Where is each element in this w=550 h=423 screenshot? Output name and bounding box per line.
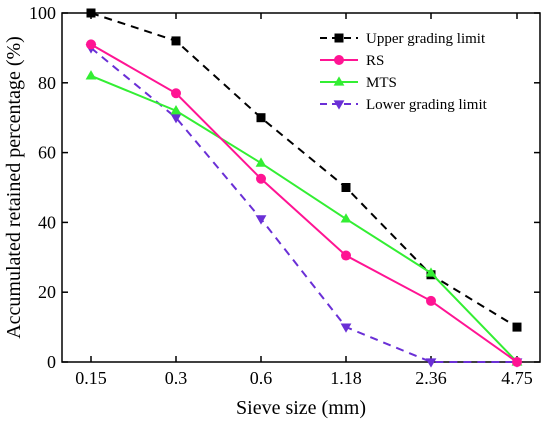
x-tick-label: 4.75 — [501, 368, 533, 388]
y-tick-label: 40 — [38, 212, 56, 232]
legend-item: Upper grading limit — [320, 31, 486, 47]
data-point — [340, 323, 352, 333]
legend-item: Lower grading limit — [320, 97, 488, 113]
series-line — [90, 12, 518, 328]
data-point — [86, 8, 96, 18]
legend-label: MTS — [366, 75, 397, 91]
x-tick-label: 0.6 — [250, 368, 273, 388]
data-point — [340, 213, 352, 223]
y-axis: 0 20 40 60 80 100 — [29, 3, 540, 372]
y-tick-label: 80 — [38, 73, 56, 93]
series-layer — [85, 8, 523, 368]
data-point — [171, 36, 181, 46]
legend-label: Upper grading limit — [366, 31, 486, 47]
y-axis-title: Accumulated retained percentage (%) — [3, 36, 25, 339]
data-point — [256, 173, 266, 184]
legend-marker — [333, 100, 345, 110]
x-tick-label: 2.36 — [415, 368, 447, 388]
data-point — [426, 295, 436, 306]
data-point — [425, 358, 437, 368]
y-tick-label: 60 — [38, 143, 56, 163]
data-point — [341, 250, 351, 261]
data-point — [341, 183, 351, 192]
legend-item: RS — [320, 53, 384, 69]
plot-frame — [61, 12, 541, 363]
series-line — [90, 47, 517, 363]
data-point — [255, 215, 267, 225]
y-tick-label: 100 — [29, 3, 56, 23]
data-point — [170, 105, 182, 115]
data-point — [255, 157, 267, 167]
legend-label: Lower grading limit — [366, 97, 488, 113]
y-tick-label: 20 — [38, 282, 56, 302]
data-point — [171, 88, 181, 99]
data-point — [425, 267, 437, 277]
data-point — [512, 322, 522, 332]
data-point — [512, 357, 522, 367]
legend: Upper grading limit RS MTS Lower grading li… — [320, 31, 488, 113]
series-rs — [86, 39, 522, 367]
data-point — [86, 39, 96, 50]
data-point — [85, 70, 97, 80]
x-tick-label: 0.3 — [165, 368, 188, 388]
data-point — [170, 114, 182, 124]
legend-item: MTS — [320, 75, 397, 91]
x-tick-label: 1.18 — [330, 368, 362, 388]
series-upper-grading-limit — [86, 8, 522, 332]
y-tick-label: 0 — [47, 352, 56, 372]
series-line — [90, 43, 518, 363]
series-line — [90, 74, 518, 363]
legend-marker — [334, 55, 344, 65]
legend-marker — [333, 76, 345, 86]
legend-label: RS — [366, 53, 384, 69]
x-tick-label: 0.15 — [75, 368, 107, 388]
legend-marker — [334, 33, 344, 43]
data-point — [256, 113, 266, 123]
x-axis-title: Sieve size (mm) — [236, 397, 366, 419]
x-axis: 0.15 0.3 0.6 1.18 2.36 4.75 — [75, 13, 533, 388]
